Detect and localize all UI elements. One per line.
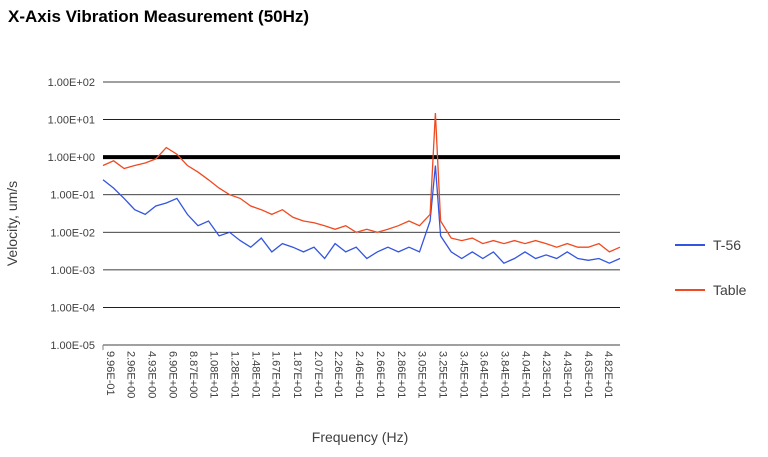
x-tick-label: 6.90E+00 [166, 351, 178, 398]
x-tick-label: 2.26E+01 [332, 351, 344, 398]
y-tick-label: 1.00E+00 [48, 152, 95, 164]
chart-title: X-Axis Vibration Measurement (50Hz) [8, 7, 310, 26]
x-tick-label: 3.05E+01 [415, 351, 427, 398]
legend-swatch-t56 [675, 244, 705, 246]
x-tick-label: 1.08E+01 [207, 351, 219, 398]
x-tick-label: 2.07E+01 [312, 351, 324, 398]
y-tick-label: 1.00E+01 [48, 115, 95, 127]
y-axis-label: Velocity, um/s [4, 181, 20, 266]
x-tick-label: 4.82E+01 [602, 351, 614, 398]
x-tick-label: 4.63E+01 [582, 351, 594, 398]
y-tick-label: 1.00E+02 [48, 77, 95, 89]
x-tick-label: 2.96E+00 [125, 351, 137, 398]
x-tick-label: 3.45E+01 [457, 351, 469, 398]
y-tick-label: 1.00E-02 [50, 227, 95, 239]
x-tick-label: 4.43E+01 [561, 351, 573, 398]
x-tick-label: 8.87E+00 [187, 351, 199, 398]
y-tick-label: 1.00E-05 [50, 340, 95, 352]
y-tick-label: 1.00E-03 [50, 265, 95, 277]
x-tick-label: 1.28E+01 [229, 351, 241, 398]
legend-swatch-table [675, 289, 705, 291]
x-tick-label: 1.87E+01 [291, 351, 303, 398]
legend-label-table: Table [713, 282, 747, 298]
x-tick-label: 1.67E+01 [270, 351, 282, 398]
x-tick-label: 1.48E+01 [250, 351, 262, 398]
x-tick-label: 3.84E+01 [499, 351, 511, 398]
x-tick-label: 3.64E+01 [478, 351, 490, 398]
series-line-table [102, 112, 621, 253]
legend-item-t56: T-56 [675, 237, 741, 253]
x-tick-label: 4.93E+00 [146, 351, 158, 398]
x-tick-label: 4.04E+01 [520, 351, 532, 398]
y-tick-label: 1.00E-04 [50, 302, 95, 314]
legend-label-t56: T-56 [713, 237, 742, 253]
x-axis-label: Frequency (Hz) [312, 429, 408, 445]
x-tick-label: 2.46E+01 [353, 351, 365, 398]
x-tick-label: 2.86E+01 [395, 351, 407, 398]
y-tick-label: 1.00E-01 [50, 190, 95, 202]
x-tick-label: 4.23E+01 [540, 351, 552, 398]
x-tick-label: 9.96E-01 [104, 351, 116, 396]
x-tick-label: 2.66E+01 [374, 351, 386, 398]
x-tick-label: 3.25E+01 [436, 351, 448, 398]
legend-item-table: Table [675, 282, 746, 298]
series-line-t56 [102, 165, 621, 264]
